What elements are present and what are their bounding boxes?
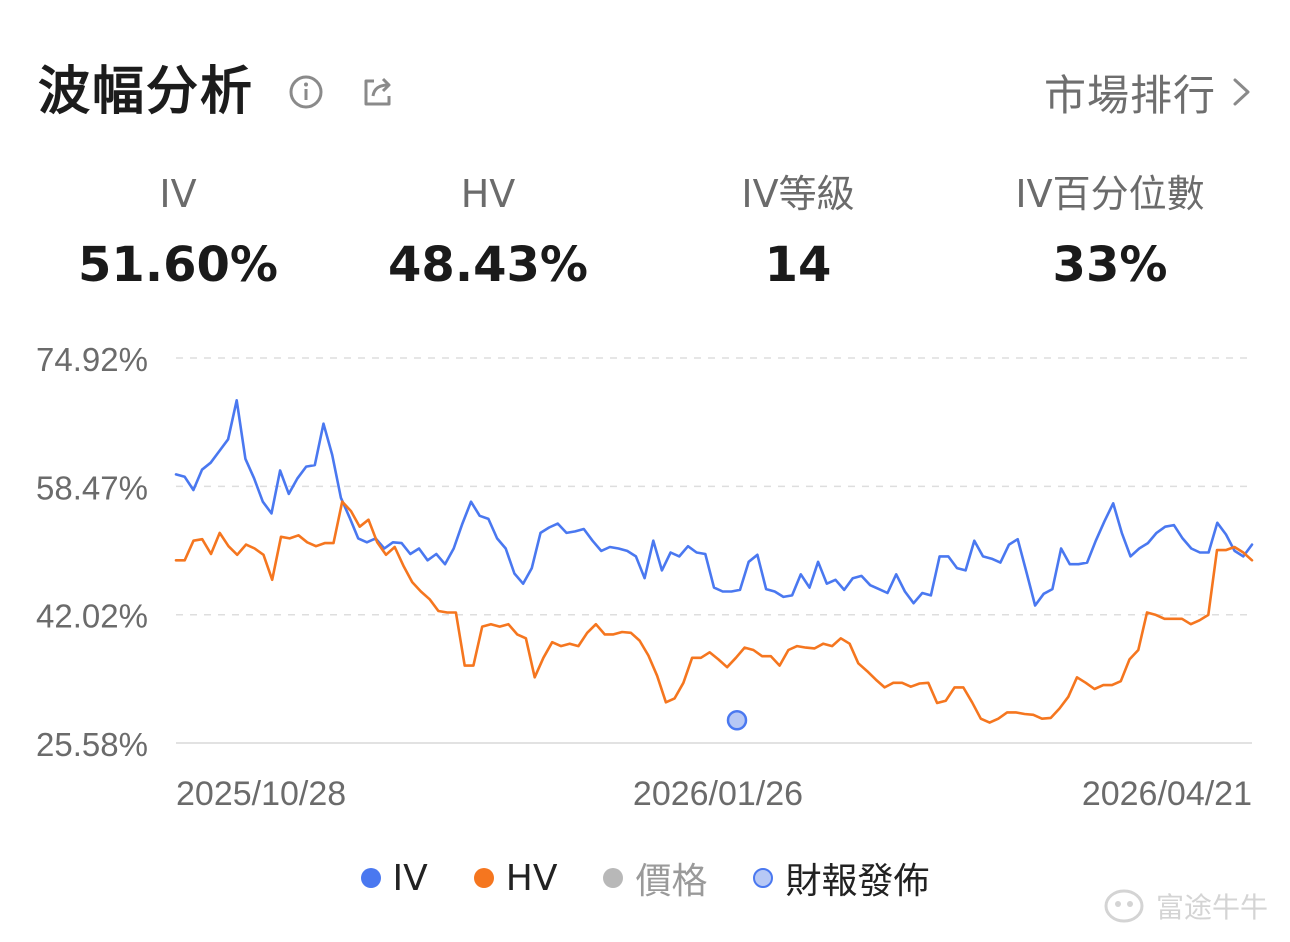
stat-label: IV <box>159 172 197 216</box>
stat-value: 51.60% <box>78 237 278 293</box>
x-tick-label: 2026/04/21 <box>1082 775 1252 813</box>
y-tick-label: 25.58% <box>36 726 148 763</box>
y-tick-label: 58.47% <box>36 469 148 506</box>
stat-iv-rank: IV等級 14 <box>648 170 948 300</box>
info-icon[interactable] <box>288 74 324 110</box>
series-line-iv <box>174 399 1254 607</box>
header: 波幅分析 市場排行 <box>38 56 1254 128</box>
legend-item-earnings[interactable]: 財報發佈 <box>753 852 929 904</box>
share-icon[interactable] <box>360 74 396 110</box>
legend-item-iv[interactable]: IV <box>360 857 428 899</box>
stat-value: 48.43% <box>388 237 588 293</box>
series-line-hv <box>174 500 1254 724</box>
market-ranking-link[interactable]: 市場排行 <box>1044 56 1254 128</box>
stats-row: IV 51.60% HV 48.43% IV等級 14 IV百分位數 33% <box>0 170 1290 293</box>
y-tick-label: 74.92% <box>36 341 148 378</box>
legend-label: IV <box>392 857 428 899</box>
stat-label: IV等級 <box>741 172 855 216</box>
price-dot-icon <box>603 868 624 888</box>
earnings-marker <box>726 709 748 731</box>
legend-label: 財報發佈 <box>785 861 930 902</box>
y-tick-label: 42.02% <box>36 598 148 635</box>
watermark: 富途牛牛 <box>1104 886 1268 926</box>
legend-item-hv[interactable]: HV <box>473 857 558 899</box>
stat-hv: HV 48.43% <box>338 170 638 300</box>
legend: IV HV 價格 財報發佈 <box>0 850 1290 906</box>
futu-logo-icon <box>1104 889 1144 923</box>
stat-iv-percentile: IV百分位數 33% <box>960 170 1260 300</box>
stat-value: 33% <box>1052 237 1168 293</box>
earnings-dot-icon <box>753 868 774 888</box>
iv-dot-icon <box>360 868 381 888</box>
legend-label: HV <box>505 857 558 899</box>
volatility-chart[interactable]: 74.92% 58.47% 42.02% 25.58% 2025/10/28 2026/0… <box>0 320 1290 820</box>
stat-label: HV <box>460 172 516 216</box>
x-tick-label: 2025/10/28 <box>176 775 346 813</box>
x-tick-label: 2026/01/26 <box>633 775 803 813</box>
chevron-right-icon <box>1233 78 1250 106</box>
legend-label: 價格 <box>635 861 708 902</box>
market-ranking-label: 市場排行 <box>1043 70 1216 120</box>
stat-label: IV百分位數 <box>1015 172 1205 216</box>
hv-dot-icon <box>473 868 494 888</box>
legend-item-price[interactable]: 價格 <box>603 852 707 904</box>
stat-value: 14 <box>764 237 832 293</box>
stat-iv: IV 51.60% <box>28 170 328 300</box>
page-title: 波幅分析 <box>38 62 255 122</box>
watermark-text: 富途牛牛 <box>1155 891 1268 924</box>
